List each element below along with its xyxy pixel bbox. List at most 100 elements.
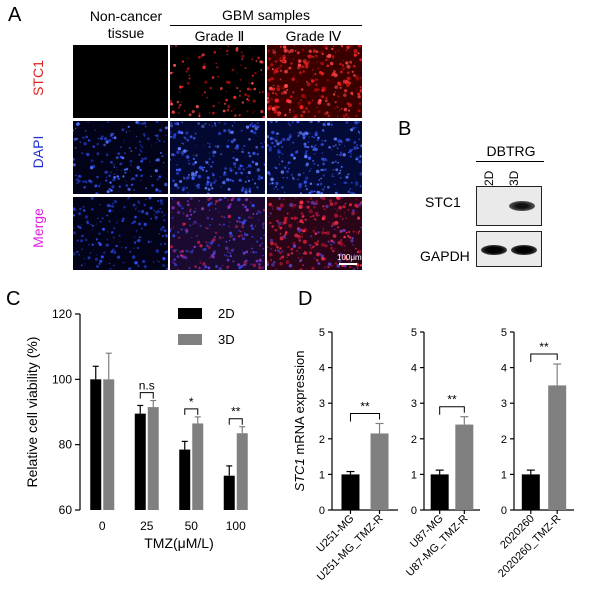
- micrograph-speckle: [350, 239, 354, 243]
- micrograph-speckle: [161, 234, 165, 238]
- micrograph-speckle: [172, 249, 177, 253]
- micrograph-speckle: [94, 129, 96, 131]
- micrograph-speckle: [327, 240, 330, 243]
- micrograph-speckle: [218, 211, 220, 213]
- micrograph-speckle: [314, 241, 317, 245]
- micrograph-speckle: [158, 261, 160, 263]
- micrograph-speckle: [270, 63, 274, 67]
- y-axis-label: Relative cell viability (%): [24, 337, 40, 488]
- micrograph-speckle: [222, 264, 224, 267]
- micrograph-speckle: [227, 45, 230, 48]
- micrograph-speckle: [348, 236, 352, 239]
- micrograph-speckle: [273, 77, 275, 80]
- micrograph-speckle: [170, 158, 171, 161]
- micrograph-speckle: [299, 253, 301, 255]
- micrograph-speckle: [298, 238, 300, 241]
- micrograph-speckle: [292, 98, 294, 100]
- micrograph-speckle: [240, 171, 243, 174]
- micrograph-speckle: [188, 74, 190, 77]
- micrograph-speckle: [211, 187, 214, 190]
- micrograph-speckle: [304, 152, 308, 156]
- micrograph-speckle: [198, 112, 201, 115]
- micrograph-speckle: [97, 137, 100, 140]
- micrograph-speckle: [299, 268, 303, 270]
- scale-bar-label: 100μm: [337, 253, 362, 262]
- micrograph-speckle: [82, 206, 84, 208]
- y-tick-label: 5: [319, 327, 325, 339]
- micrograph-speckle: [74, 174, 77, 177]
- micrograph-speckle: [136, 206, 138, 208]
- micrograph-speckle: [113, 200, 117, 204]
- micrograph-speckle: [346, 64, 351, 69]
- micrograph-speckle: [163, 229, 167, 233]
- micrograph-speckle: [278, 156, 280, 158]
- micrograph-speckle: [357, 92, 361, 96]
- micrograph-speckle: [224, 167, 227, 170]
- micrograph-speckle: [172, 135, 176, 139]
- micrograph-speckle: [111, 137, 114, 139]
- micrograph-speckle: [260, 142, 262, 145]
- micrograph-speckle: [76, 122, 80, 126]
- micrograph-speckle: [276, 87, 281, 91]
- micrograph-speckle: [234, 171, 238, 175]
- micrograph-speckle: [305, 131, 309, 136]
- micrograph-speckle: [89, 180, 93, 184]
- micrograph-speckle: [345, 49, 348, 51]
- micrograph-speckle: [131, 177, 134, 180]
- micrograph-speckle: [234, 224, 239, 229]
- micrograph-speckle: [201, 94, 203, 96]
- micrograph-speckle: [263, 163, 265, 166]
- micrograph-speckle: [299, 105, 304, 110]
- micrograph-speckle: [274, 166, 276, 169]
- micrograph-speckle: [145, 125, 147, 128]
- micrograph-speckle: [315, 169, 320, 174]
- cell-line-label: DBTRG: [486, 143, 536, 159]
- micrograph-speckle: [79, 207, 82, 211]
- micrograph-speckle: [315, 242, 319, 246]
- micrograph-speckle: [206, 192, 210, 194]
- micrograph-speckle: [187, 57, 189, 59]
- micrograph-speckle: [255, 259, 259, 263]
- micrograph-speckle: [350, 191, 354, 194]
- micrograph-speckle: [238, 229, 240, 232]
- micrograph-speckle: [256, 186, 259, 189]
- micrograph-speckle: [248, 82, 250, 84]
- micrograph-speckle: [325, 59, 328, 61]
- micrograph-speckle: [281, 59, 286, 64]
- micrograph-speckle: [196, 185, 200, 189]
- micrograph-speckle: [101, 217, 104, 220]
- micrograph-speckle: [157, 199, 160, 203]
- micrograph-speckle: [313, 218, 317, 221]
- micrograph-speckle: [196, 235, 198, 237]
- micrograph-speckle: [197, 174, 202, 179]
- micrograph-speckle: [302, 59, 307, 64]
- micrograph-speckle: [233, 108, 235, 110]
- micrograph-speckle: [335, 168, 339, 172]
- micrograph-speckle: [283, 198, 285, 201]
- micrograph-speckle: [336, 147, 339, 150]
- micrograph-speckle: [78, 212, 82, 216]
- cell-line-line: [476, 161, 544, 162]
- micrograph-speckle: [193, 220, 197, 224]
- micrograph-speckle: [188, 266, 191, 270]
- micrograph-speckle: [261, 261, 263, 263]
- micrograph-speckle: [307, 141, 310, 144]
- micrograph-speckle: [252, 178, 254, 181]
- micrograph-speckle: [348, 109, 351, 112]
- micrograph-speckle: [175, 45, 177, 47]
- micrograph-speckle: [273, 71, 277, 75]
- micrograph-speckle: [279, 236, 284, 241]
- micrograph-speckle: [271, 182, 274, 185]
- micrograph-speckle: [251, 82, 254, 85]
- micrograph-speckle: [96, 152, 100, 156]
- micrograph-speckle: [313, 115, 316, 118]
- micrograph-speckle: [297, 59, 302, 63]
- micrograph-speckle: [343, 59, 345, 62]
- micrograph-speckle: [156, 260, 159, 262]
- micrograph-speckle: [138, 202, 140, 205]
- micrograph-speckle: [307, 110, 311, 113]
- micrograph-speckle: [332, 57, 334, 59]
- micrograph-speckle: [322, 228, 325, 230]
- micrograph-speckle: [212, 104, 215, 108]
- micrograph-speckle: [252, 124, 254, 126]
